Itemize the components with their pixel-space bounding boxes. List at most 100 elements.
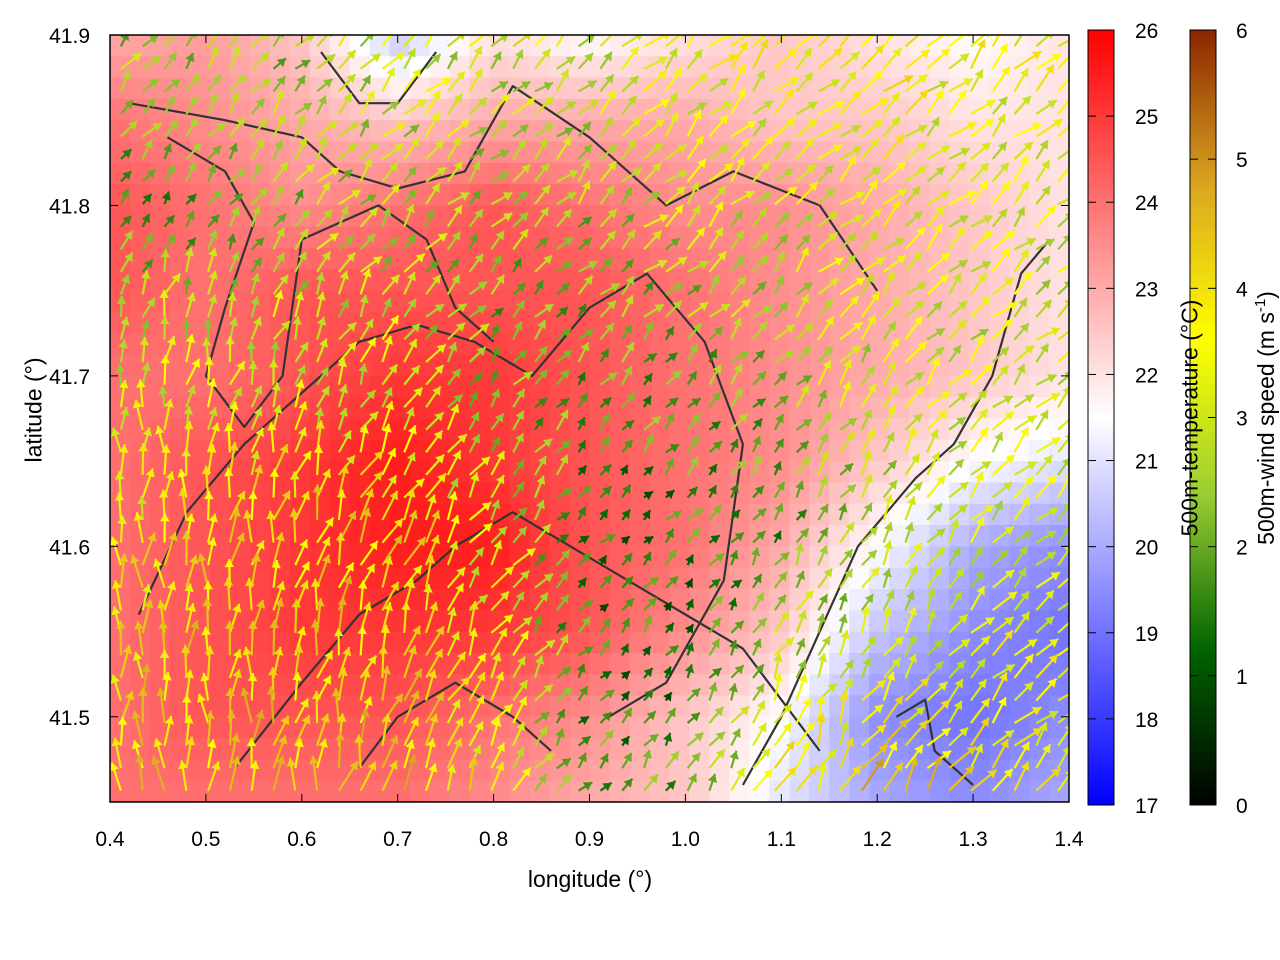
heatmap-cell xyxy=(869,56,890,79)
heatmap-cell xyxy=(449,35,471,57)
heatmap-cell xyxy=(529,290,551,313)
wind-arrow xyxy=(839,191,866,206)
heatmap-cell xyxy=(229,588,251,611)
wind-arrow xyxy=(795,118,818,138)
heatmap-cell xyxy=(889,503,910,526)
heatmap-cell xyxy=(849,503,870,526)
colorbar-tick-label: 21 xyxy=(1135,451,1158,474)
heatmap-cell xyxy=(529,375,551,398)
wind-arrow xyxy=(294,102,313,115)
wind-arrow xyxy=(795,137,815,160)
heatmap-cell xyxy=(709,439,730,462)
heatmap-cell xyxy=(349,354,371,377)
wind-arrow xyxy=(861,230,879,251)
heatmap-cell xyxy=(609,98,631,121)
heatmap-cell xyxy=(1049,631,1069,654)
heatmap-cell xyxy=(789,120,810,143)
heatmap-cell xyxy=(829,482,850,505)
heatmap-cell xyxy=(529,503,551,526)
heatmap-cell xyxy=(829,205,850,228)
wind-arrow xyxy=(991,180,1012,205)
wind-arrow xyxy=(381,35,393,47)
heatmap-cell xyxy=(749,652,770,675)
heatmap-cell xyxy=(309,248,331,270)
heatmap-cell xyxy=(110,56,131,79)
wind-vector-field xyxy=(110,35,1069,792)
wind-arrow xyxy=(643,142,664,160)
wind-arrow xyxy=(338,73,357,93)
wind-arrow xyxy=(752,232,770,251)
wind-arrow xyxy=(534,303,555,318)
heatmap-cell xyxy=(989,631,1010,654)
colorbar-tick-label: 2 xyxy=(1236,537,1248,560)
heatmap-cell xyxy=(649,375,671,398)
heatmap-cell xyxy=(1029,525,1050,547)
heatmap-cell xyxy=(829,333,850,356)
heatmap-cell xyxy=(969,610,990,633)
wind-arrow xyxy=(621,95,638,115)
heatmap-cell xyxy=(869,397,890,420)
heatmap-cell xyxy=(929,226,950,249)
heatmap-cell xyxy=(509,205,531,228)
heatmap-cell xyxy=(789,738,810,760)
wind-arrow xyxy=(272,139,284,160)
heatmap-cell xyxy=(209,418,231,441)
heatmap-cell xyxy=(709,120,730,143)
heatmap-cell xyxy=(289,77,311,100)
heatmap-cell xyxy=(989,35,1010,57)
wind-arrow xyxy=(970,180,989,205)
heatmap-cell xyxy=(1049,397,1069,420)
heatmap-cell xyxy=(269,35,291,57)
heatmap-cell xyxy=(789,354,810,377)
heatmap-cell xyxy=(189,120,211,143)
heatmap-cell xyxy=(889,354,910,377)
heatmap-cell xyxy=(129,35,151,57)
heatmap-cell xyxy=(189,77,211,100)
heatmap-cell xyxy=(829,546,850,569)
heatmap-cell xyxy=(369,226,391,249)
wind-arrow xyxy=(1013,141,1034,160)
heatmap-cell xyxy=(709,780,730,802)
heatmap-cell xyxy=(349,652,371,675)
colorbar-tick-label: 4 xyxy=(1236,278,1248,301)
wind-arrow xyxy=(1057,197,1069,206)
heatmap-cell xyxy=(729,375,750,398)
wind-arrow xyxy=(250,273,261,295)
wind-arrow xyxy=(534,279,544,295)
heatmap-cell xyxy=(669,375,690,398)
heatmap-cell xyxy=(549,205,571,228)
heatmap-cell xyxy=(909,503,930,526)
wind-arrow xyxy=(643,190,661,206)
heatmap-cell xyxy=(409,269,431,292)
heatmap-cell xyxy=(269,610,291,633)
heatmap-cell xyxy=(249,333,271,356)
heatmap-cell xyxy=(729,290,750,313)
wind-arrow xyxy=(359,158,373,183)
heatmap-cell xyxy=(809,141,830,164)
wind-arrow xyxy=(774,116,797,138)
heatmap-cell xyxy=(669,77,690,100)
heatmap-cell xyxy=(189,35,211,57)
wind-arrow xyxy=(316,53,336,70)
wind-arrow xyxy=(926,190,951,206)
heatmap-cell xyxy=(689,567,710,590)
heatmap-cell xyxy=(969,205,990,228)
wind-arrow xyxy=(795,293,810,318)
heatmap-cell xyxy=(269,503,291,526)
wind-arrow xyxy=(621,275,635,295)
heatmap-cell xyxy=(989,120,1010,143)
wind-arrow xyxy=(294,136,308,160)
heatmap-cell xyxy=(789,397,810,420)
heatmap-cell xyxy=(589,652,611,675)
wind-arrow xyxy=(882,199,901,228)
heatmap-cell xyxy=(729,610,750,633)
heatmap-cell xyxy=(609,716,631,739)
wind-arrow xyxy=(556,260,573,273)
wind-arrow xyxy=(338,235,355,251)
wind-arrow xyxy=(665,256,688,273)
x-tick-label: 0.8 xyxy=(479,828,508,851)
colorbar-tick-label: 19 xyxy=(1135,623,1158,646)
wind-arrow xyxy=(599,143,619,160)
wind-arrow xyxy=(708,162,735,183)
heatmap-cell xyxy=(489,631,511,654)
